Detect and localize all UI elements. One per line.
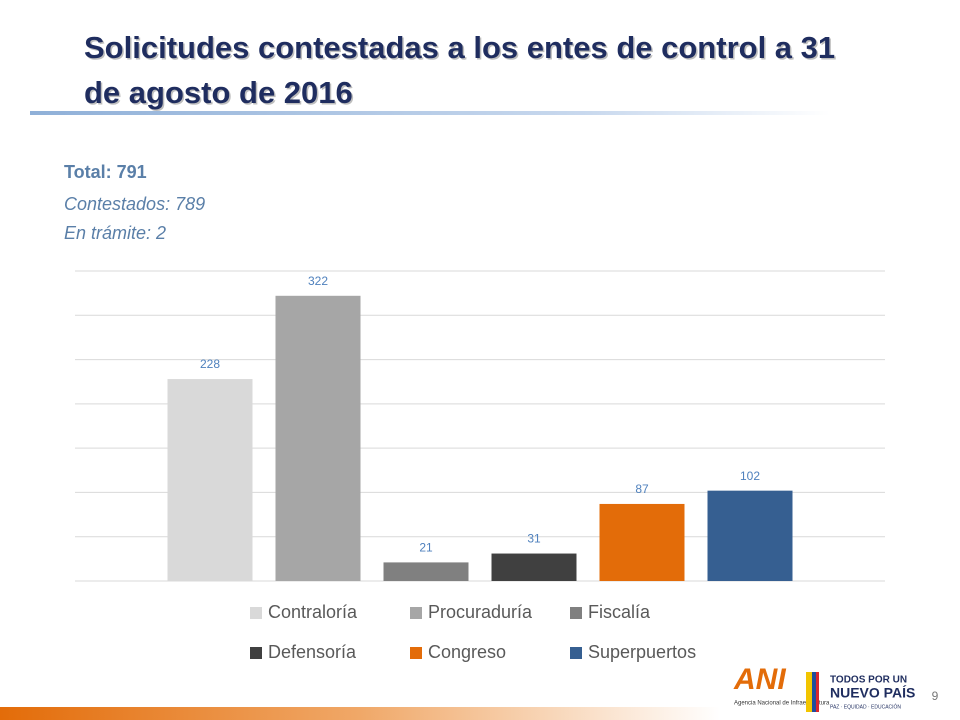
legend-swatch [570,607,582,619]
bar [599,503,685,581]
summary-answered: Contestados: 789 [64,194,205,214]
data-label: 102 [740,469,760,483]
logo-ani-sub: Agencia Nacional de Infraestructura [734,701,830,707]
legend-label: Congreso [428,642,506,662]
data-label: 87 [635,482,649,496]
legend-label: Fiscalía [588,602,651,622]
bar [707,490,793,581]
logo-gov-2: NUEVO PAÍS [830,685,915,701]
bar [491,553,577,581]
bar [167,379,253,581]
page-number: 9 [932,689,939,703]
logo-gov-1: TODOS POR UN [830,675,907,686]
legend-swatch [570,647,582,659]
data-label: 322 [308,274,328,288]
legend-swatch [250,607,262,619]
bar [275,295,361,581]
legend-swatch [250,647,262,659]
title-line-shadow: Solicitudes contestadas a los entes de c… [86,32,837,67]
summary-pending: En trámite: 2 [64,223,166,243]
title-shadow: Solicitudes contestadas a los entes de c… [86,32,837,112]
plot: 228 322 21 31 87 102 Contraloría Procuraduría Fi… [75,270,885,662]
legend-label: Contraloría [268,602,358,622]
legend-swatch [410,607,422,619]
legend-swatch [410,647,422,659]
title-line: de agosto de 2016 [84,75,353,110]
title-line: Solicitudes contestadas a los entes de c… [84,30,835,65]
title-line-shadow: de agosto de 2016 [86,77,355,112]
data-label: 31 [527,532,541,546]
flag-yellow [806,672,812,712]
flag-red [816,672,819,712]
flag-blue [812,672,816,712]
summary-total: Total: 791 [64,162,147,182]
footer-bar [0,707,720,720]
bar [383,562,469,581]
legend-label: Procuraduría [428,602,533,622]
legend-label: Defensoría [268,642,357,662]
logo-gov-3: PAZ · EQUIDAD · EDUCACIÓN [830,703,901,710]
data-label: 21 [419,541,433,555]
title-underline [30,111,830,115]
data-label: 228 [200,357,220,371]
legend-label: Superpuertos [588,642,696,662]
logo-ani: ANI [733,663,786,696]
